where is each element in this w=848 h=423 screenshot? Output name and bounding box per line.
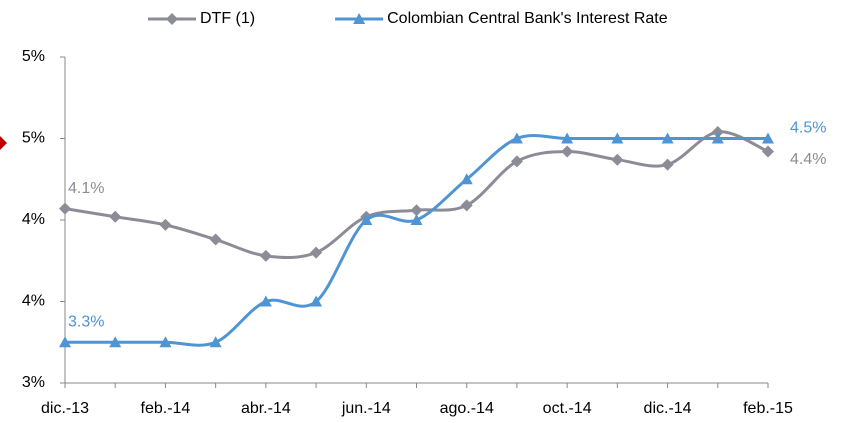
point — [360, 214, 373, 225]
x-tick-label: dic.-14 — [644, 400, 692, 417]
point — [159, 336, 172, 348]
point — [109, 210, 122, 223]
point — [410, 204, 423, 217]
y-tick-label: 5% — [22, 130, 45, 147]
point — [561, 132, 574, 144]
point — [611, 153, 624, 166]
point — [460, 199, 473, 212]
point — [762, 132, 774, 144]
x-tick-label: feb.-15 — [743, 400, 793, 417]
x-tick-label: oct.-14 — [543, 400, 592, 417]
point — [166, 13, 178, 25]
point — [661, 132, 674, 144]
point — [460, 173, 473, 185]
point — [310, 246, 323, 259]
point — [109, 336, 122, 348]
point — [209, 233, 222, 246]
point — [310, 295, 323, 307]
x-tick-label: abr.-14 — [241, 400, 291, 417]
point — [159, 218, 172, 231]
y-tick-label: 5% — [22, 48, 45, 65]
point — [611, 132, 624, 144]
point — [410, 214, 423, 225]
point — [209, 336, 222, 348]
point — [59, 336, 71, 348]
x-tick-label: ago.-14 — [440, 400, 494, 417]
x-tick-label: jun.-14 — [341, 400, 391, 417]
data-label: 4.4% — [790, 151, 826, 168]
point — [353, 13, 366, 24]
data-label: 4.5% — [790, 120, 826, 137]
legend-label: Colombian Central Bank's Interest Rate — [387, 10, 668, 27]
data-label: 4.1% — [68, 180, 104, 197]
point — [711, 132, 724, 144]
x-tick-label: dic.-13 — [41, 400, 89, 417]
y-tick-label: 4% — [22, 211, 45, 228]
y-tick-label: 3% — [22, 374, 45, 391]
series-line — [64, 130, 769, 260]
point — [259, 249, 272, 262]
y-tick-label: 4% — [22, 293, 45, 310]
point — [561, 145, 574, 158]
point — [510, 155, 523, 168]
legend-label: DTF (1) — [200, 10, 255, 27]
point — [661, 158, 674, 171]
point — [711, 125, 724, 138]
x-tick-label: feb.-14 — [141, 400, 191, 417]
marker-arrow — [0, 136, 7, 150]
point — [762, 145, 774, 158]
point — [59, 202, 71, 215]
point — [510, 132, 523, 144]
data-label: 3.3% — [68, 313, 104, 330]
point — [259, 295, 272, 307]
